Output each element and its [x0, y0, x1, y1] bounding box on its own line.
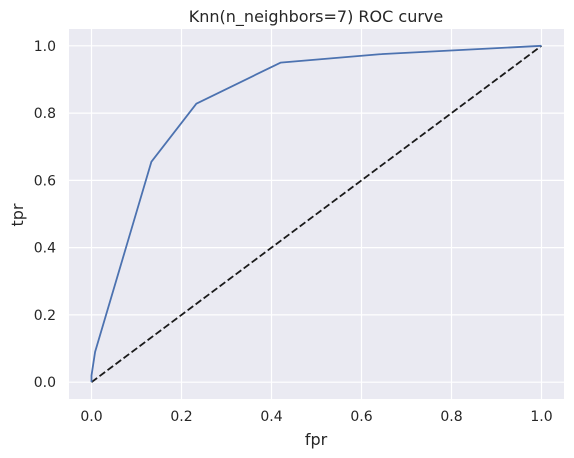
- y-tick-label: 0.2: [34, 308, 56, 324]
- y-tick-label: 0.8: [34, 106, 56, 122]
- chart-title: Knn(n_neighbors=7) ROC curve: [189, 7, 443, 27]
- x-tick-label: 0.2: [170, 409, 192, 425]
- x-tick-label: 0.0: [80, 409, 102, 425]
- y-tick-label: 0.0: [34, 375, 56, 391]
- y-tick-label: 0.4: [34, 241, 56, 257]
- x-tick-label: 0.4: [260, 409, 282, 425]
- x-tick-label: 0.8: [440, 409, 462, 425]
- y-tick-label: 0.6: [34, 173, 56, 189]
- y-tick-label: 1.0: [34, 39, 56, 55]
- x-tick-label: 1.0: [530, 409, 552, 425]
- x-tick-label: 0.6: [350, 409, 372, 425]
- x-axis-label: fpr: [305, 430, 328, 449]
- y-axis-label: tpr: [8, 203, 27, 226]
